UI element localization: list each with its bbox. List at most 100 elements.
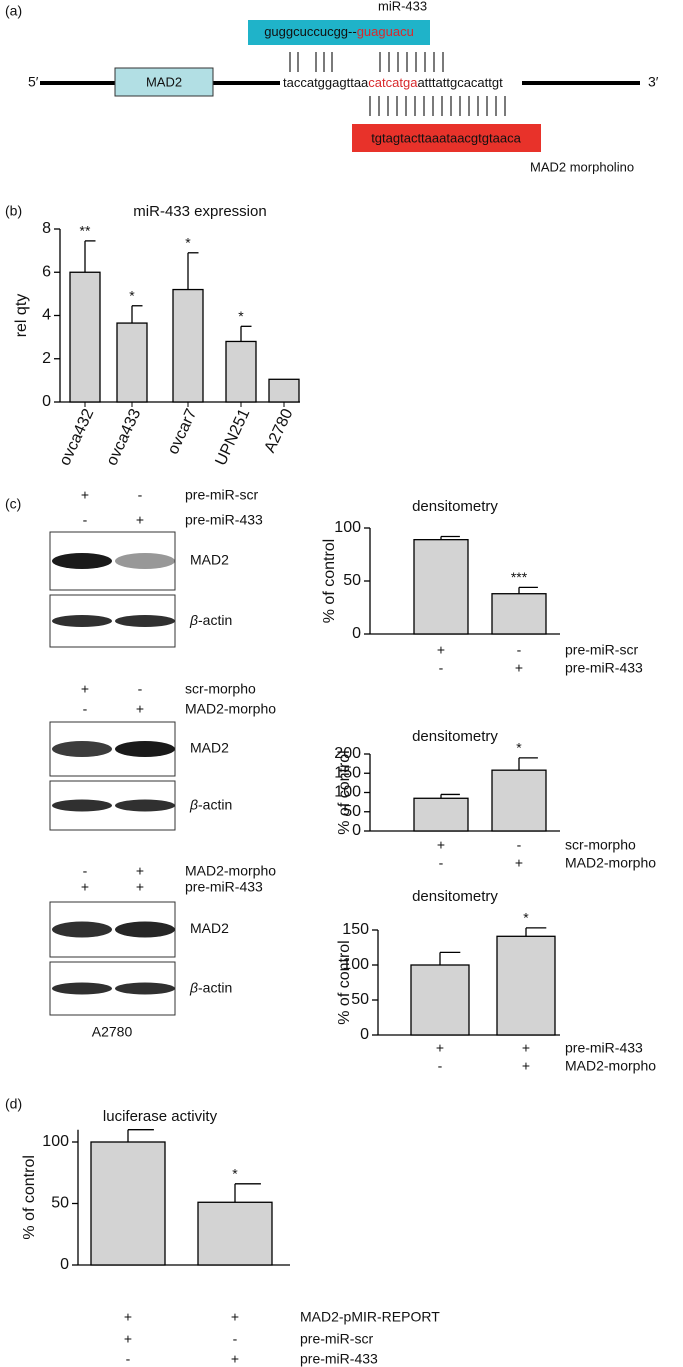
- pairing-lines: [369, 96, 506, 116]
- x-tick-label: A2780: [261, 406, 296, 455]
- band-label: MAD2: [190, 920, 229, 936]
- condition-sign: +: [81, 681, 89, 697]
- significance: *: [185, 234, 191, 250]
- condition-sign: -: [233, 1331, 238, 1347]
- significance: *: [516, 740, 522, 756]
- condition-name: MAD2-morpho: [565, 1058, 656, 1074]
- y-tick-label: 100: [334, 519, 361, 536]
- blot-band: [52, 553, 112, 569]
- y-axis-label: % of control: [336, 750, 353, 834]
- pairing-lines: [289, 52, 444, 72]
- panel-label: (c): [5, 496, 21, 512]
- y-axis-label: % of control: [21, 1155, 38, 1239]
- condition-sign: +: [81, 879, 89, 895]
- cell-line: A2780: [92, 1024, 133, 1040]
- significance: *: [523, 910, 529, 926]
- significance: *: [129, 287, 135, 303]
- bar: [268, 378, 300, 403]
- morpholino-seq: tgtagtacttaaataacgtgtaaca: [371, 130, 521, 145]
- condition-sign: -: [138, 487, 143, 503]
- condition-sign: -: [138, 681, 143, 697]
- significance: **: [80, 223, 91, 239]
- condition-name: pre-miR-433: [185, 512, 263, 528]
- condition-sign: +: [231, 1351, 239, 1367]
- y-tick-label: 50: [51, 1195, 69, 1212]
- chart-title: miR-433 expression: [133, 203, 266, 220]
- seq-seed: guaguacu: [357, 24, 414, 39]
- condition-sign: +: [515, 660, 523, 676]
- bar: [491, 769, 547, 832]
- bar: [90, 1141, 166, 1266]
- mirna-seq: guggcuccucgg--guaguacu: [264, 24, 414, 39]
- blot-band: [52, 799, 112, 812]
- blot-band: [52, 615, 112, 627]
- condition-sign: -: [83, 701, 88, 717]
- condition-sign: -: [126, 1351, 131, 1367]
- morpholino-name: MAD2 morpholino: [530, 159, 634, 174]
- band-label: MAD2: [190, 740, 229, 756]
- panel-label: (d): [5, 1096, 22, 1112]
- x-tick-label: ovcar7: [165, 406, 201, 457]
- chart-title: densitometry: [412, 888, 498, 905]
- blot-band: [115, 553, 175, 569]
- greek: β: [189, 796, 198, 812]
- three-prime: 3′: [648, 74, 659, 90]
- chart-title: densitometry: [412, 498, 498, 515]
- y-tick-label: 150: [334, 764, 361, 781]
- label-rest: -actin: [198, 612, 232, 628]
- significance: ***: [511, 569, 528, 585]
- greek: β: [189, 612, 198, 628]
- condition-name: pre-miR-433: [565, 660, 643, 676]
- condition-name: scr-morpho: [185, 681, 256, 697]
- y-tick-label: 0: [352, 625, 361, 642]
- label-rest: -actin: [198, 979, 232, 995]
- bar: [496, 935, 556, 1036]
- band-label: MAD2: [190, 552, 229, 568]
- condition-sign: +: [437, 837, 445, 853]
- y-tick-label: 100: [334, 784, 361, 801]
- condition-sign: +: [136, 701, 144, 717]
- y-tick-label: 4: [42, 307, 51, 324]
- label-rest: -actin: [198, 796, 232, 812]
- y-tick-label: 100: [342, 956, 369, 973]
- mirna-name: miR-433: [378, 0, 427, 13]
- gene-box: [114, 67, 214, 97]
- seq-part: taccatggagttaa: [283, 75, 369, 90]
- mirna-box: [248, 20, 430, 45]
- condition-name: pre-miR-scr: [300, 1331, 373, 1347]
- condition-sign: +: [136, 879, 144, 895]
- y-tick-label: 8: [42, 220, 51, 237]
- bar: [491, 593, 547, 635]
- condition-sign: -: [438, 1058, 443, 1074]
- blot-band: [115, 615, 175, 627]
- y-tick-label: 2: [42, 350, 51, 367]
- band-label: β-actin: [189, 796, 232, 812]
- y-tick-label: 0: [42, 393, 51, 410]
- significance: *: [238, 308, 244, 324]
- bar: [410, 964, 470, 1036]
- blot-band: [115, 921, 175, 938]
- condition-sign: -: [83, 512, 88, 528]
- condition-sign: +: [124, 1331, 132, 1347]
- bar: [116, 322, 148, 403]
- y-tick-label: 50: [351, 991, 369, 1008]
- condition-sign: +: [522, 1040, 530, 1056]
- bar: [197, 1201, 273, 1266]
- seq-site: catcatga: [368, 75, 418, 90]
- five-prime: 5′: [28, 74, 39, 90]
- bar: [225, 340, 257, 403]
- x-tick-label: ovca433: [103, 406, 144, 468]
- greek: β: [189, 979, 198, 995]
- condition-sign: +: [124, 1309, 132, 1325]
- condition-sign: -: [83, 863, 88, 879]
- blot-band: [115, 741, 175, 757]
- condition-sign: +: [81, 487, 89, 503]
- seq-part: guggcuccucgg--: [264, 24, 357, 39]
- y-tick-label: 6: [42, 263, 51, 280]
- condition-name: scr-morpho: [565, 837, 636, 853]
- condition-sign: +: [436, 1040, 444, 1056]
- x-tick-label: ovca432: [56, 406, 97, 468]
- condition-name: pre-miR-scr: [565, 642, 638, 658]
- blot-band: [52, 921, 112, 938]
